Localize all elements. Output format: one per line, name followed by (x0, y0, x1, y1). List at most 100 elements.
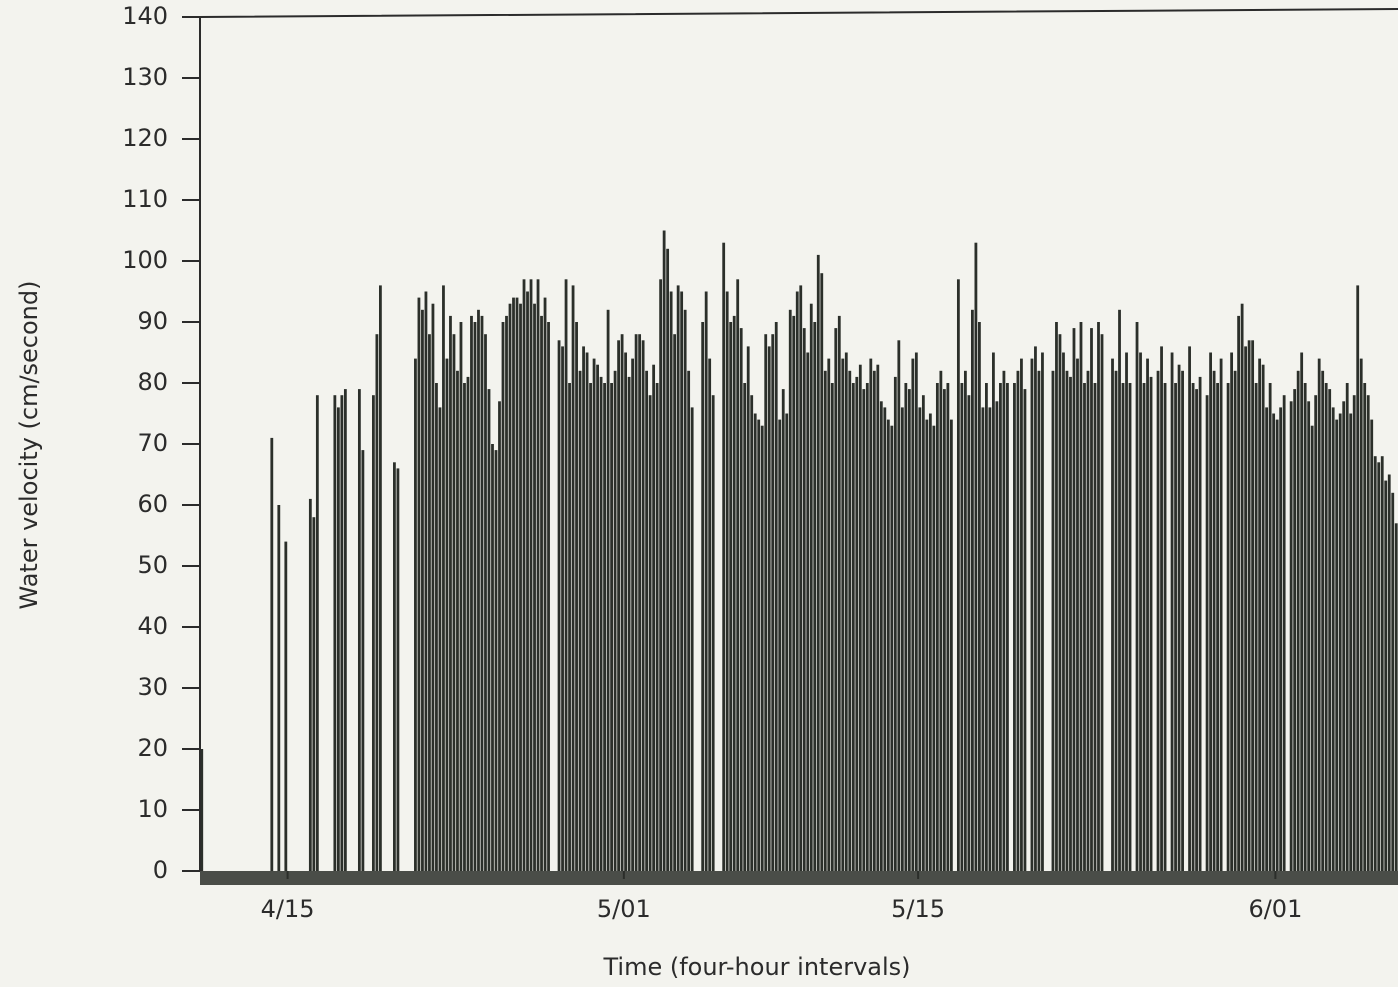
bar (669, 291, 673, 871)
bar (568, 383, 571, 871)
bar (704, 291, 708, 871)
bar (683, 309, 687, 871)
bar (897, 340, 901, 871)
bar (200, 749, 204, 871)
bar (1233, 370, 1237, 871)
bar (308, 498, 312, 871)
y-axis-label: Water velocity (cm/second) (15, 281, 43, 610)
bar (890, 425, 894, 871)
bar (1226, 383, 1230, 871)
bar (963, 370, 967, 871)
bar (925, 419, 929, 871)
bar (449, 315, 452, 871)
bar (708, 358, 712, 872)
y-tick-label: 30 (137, 673, 168, 701)
bar (995, 401, 999, 871)
bar (641, 340, 645, 871)
bar (1342, 401, 1346, 871)
bar (624, 352, 628, 871)
bar (645, 370, 649, 871)
bar (1307, 401, 1311, 871)
bar (343, 389, 347, 871)
bar (841, 358, 845, 872)
bar (1394, 523, 1398, 871)
bar (1254, 383, 1258, 871)
bar (799, 285, 803, 871)
bar (1244, 346, 1248, 871)
bar (473, 322, 477, 871)
y-tick-label: 40 (137, 612, 168, 640)
bar (634, 334, 638, 871)
bar (515, 297, 519, 872)
bar (561, 346, 564, 871)
bar (1086, 370, 1090, 871)
bar (456, 370, 459, 871)
bar (421, 309, 424, 871)
bar (848, 370, 852, 871)
x-tick-label: 6/01 (1248, 895, 1302, 923)
bar (834, 328, 838, 872)
y-tick-label: 120 (122, 124, 168, 152)
bar (967, 395, 971, 871)
bar (1181, 370, 1184, 871)
bar (1310, 425, 1314, 871)
bar (1352, 395, 1356, 871)
bar (816, 254, 820, 871)
bar (778, 419, 782, 871)
bar (1030, 358, 1034, 872)
bar (627, 376, 631, 871)
bar (603, 383, 606, 871)
y-tick-label: 100 (122, 246, 168, 274)
bar (788, 309, 792, 871)
bar (1338, 413, 1342, 871)
bar (1296, 370, 1300, 871)
bar (687, 370, 691, 871)
bar (711, 395, 715, 871)
bar (1366, 395, 1370, 871)
bar (792, 315, 796, 871)
bar (1209, 352, 1212, 871)
bar (1149, 376, 1153, 871)
bar (652, 364, 656, 871)
bar (820, 273, 824, 871)
bar (662, 230, 666, 871)
bar (315, 395, 319, 871)
bar (1258, 358, 1262, 872)
bar (378, 285, 382, 871)
bar (1314, 395, 1318, 871)
bar (809, 303, 813, 871)
bar (1300, 352, 1304, 871)
bar (1230, 352, 1234, 871)
bar (872, 370, 876, 871)
bar (526, 291, 529, 871)
bar (1139, 352, 1142, 871)
bar (1097, 322, 1100, 871)
bar (1380, 456, 1384, 871)
bar (1268, 383, 1272, 871)
bar (592, 358, 596, 872)
bar (676, 285, 680, 871)
bar (494, 450, 498, 871)
bar (480, 315, 484, 871)
bar (533, 303, 536, 871)
bar (1079, 322, 1083, 871)
bar (879, 401, 883, 871)
y-tick-label: 130 (122, 63, 168, 91)
bar (340, 395, 344, 871)
bar (1177, 364, 1181, 871)
bar (1261, 364, 1265, 871)
bar (1062, 352, 1065, 871)
y-tick-label: 60 (137, 490, 168, 518)
bar (508, 303, 512, 871)
bar (491, 444, 494, 871)
bar (999, 383, 1002, 871)
bar (851, 383, 855, 871)
bar (466, 376, 470, 871)
bar (277, 505, 281, 871)
bar (501, 322, 505, 871)
bar (361, 450, 365, 871)
bar (333, 395, 337, 871)
y-tick-label: 20 (137, 734, 168, 762)
bar (1114, 370, 1118, 871)
